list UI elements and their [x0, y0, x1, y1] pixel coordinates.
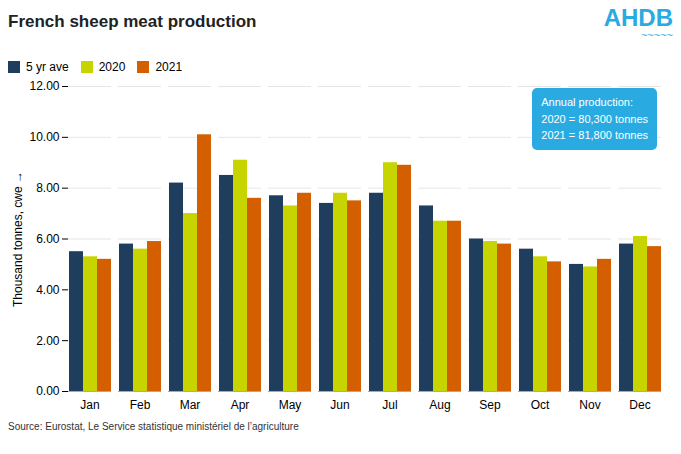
- svg-text:12.00: 12.00: [29, 79, 59, 93]
- svg-text:Thousand tonnes, cwe →: Thousand tonnes, cwe →: [11, 171, 25, 307]
- svg-text:Aug: Aug: [429, 398, 450, 412]
- html-text:French sheep meat production: French sheep meat production: [8, 12, 257, 31]
- svg-text:Jan: Jan: [80, 398, 99, 412]
- svg-text:10.00: 10.00: [29, 130, 59, 144]
- html-text:AHDB: AHDB: [603, 4, 673, 31]
- svg-text:Mar: Mar: [180, 398, 201, 412]
- svg-text:Apr: Apr: [231, 398, 250, 412]
- svg-text:Oct: Oct: [531, 398, 550, 412]
- svg-text:Nov: Nov: [579, 398, 600, 412]
- svg-text:8.00: 8.00: [36, 181, 60, 195]
- svg-text:Jul: Jul: [382, 398, 397, 412]
- svg-text:Dec: Dec: [629, 398, 650, 412]
- svg-text:4.00: 4.00: [36, 283, 60, 297]
- svg-text:May: May: [279, 398, 302, 412]
- svg-text:Feb: Feb: [130, 398, 151, 412]
- svg-text:Jun: Jun: [330, 398, 349, 412]
- svg-text:6.00: 6.00: [36, 232, 60, 246]
- html-text:Source: Eurostat, Le Service s: Source: Eurostat, Le Service statistique…: [8, 421, 299, 432]
- html-text:2021: 2021: [155, 59, 183, 74]
- html-text:Annual production: 2020 = 80,3: Annual production: 2020 = 80,300 tonnes …: [541, 96, 648, 141]
- html-text:2020: 2020: [98, 59, 126, 74]
- svg-text:0.00: 0.00: [36, 384, 60, 398]
- svg-text:2.00: 2.00: [36, 334, 60, 348]
- svg-text:Sep: Sep: [479, 398, 501, 412]
- html-text:5 yr ave: 5 yr ave: [26, 59, 69, 74]
